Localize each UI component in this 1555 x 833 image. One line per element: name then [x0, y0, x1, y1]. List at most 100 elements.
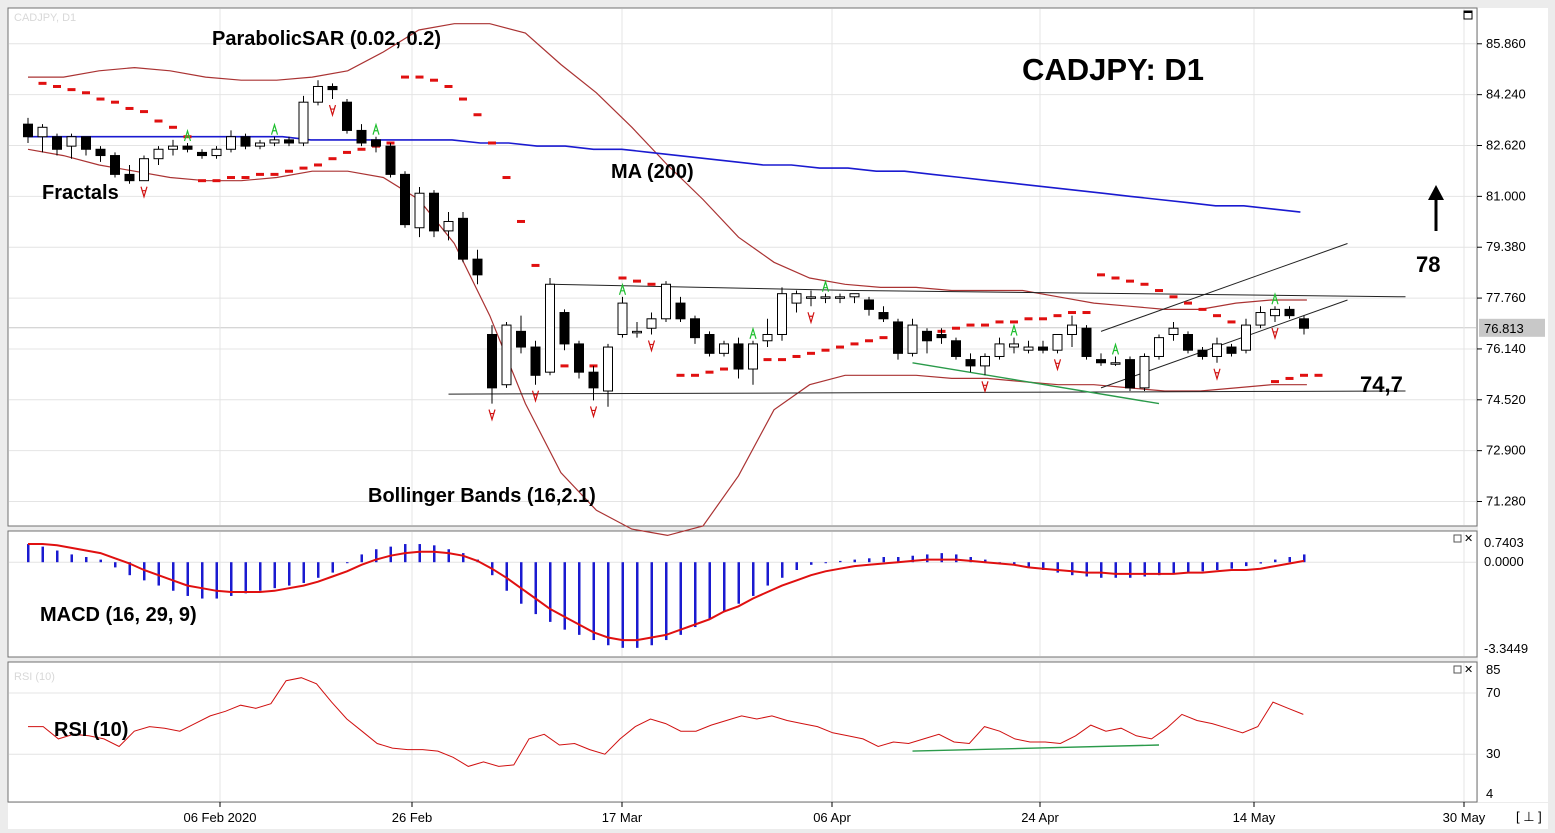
candle: [704, 331, 715, 357]
candle: [327, 83, 338, 100]
candle: [820, 293, 831, 304]
rsi-maximize-icon[interactable]: [1453, 665, 1462, 674]
candle-body: [1270, 308, 1280, 317]
fractal-down-marker: [488, 409, 496, 422]
price-tick-label: 85.860: [1486, 36, 1526, 51]
macd-tick-label: -3.3449: [1484, 641, 1528, 656]
candle: [342, 99, 352, 134]
candle: [951, 337, 961, 360]
fractal-up-marker: [618, 282, 627, 295]
macd-histogram-bar: [636, 562, 639, 648]
candle-body: [1168, 327, 1179, 335]
macd-histogram-bar: [795, 562, 798, 570]
fractal-up-marker: [1111, 342, 1120, 355]
candle: [472, 249, 483, 285]
candle-body: [530, 346, 541, 376]
candle: [371, 136, 381, 153]
candle-body: [849, 293, 860, 298]
candle-body: [1284, 308, 1295, 317]
candle-body: [52, 136, 62, 150]
candle-body: [1052, 333, 1063, 351]
macd-histogram-bar: [215, 562, 218, 599]
macd-histogram-bar: [505, 562, 508, 591]
fractals-label: Fractals: [42, 182, 119, 204]
macd-histogram-bar: [288, 562, 291, 586]
macd-histogram-bar: [824, 562, 827, 564]
time-axis-strip: [8, 803, 1548, 829]
macd-close-icon[interactable]: ✕: [1464, 533, 1473, 545]
candle: [1023, 340, 1034, 354]
price-panel-maximize-icon[interactable]: [1463, 10, 1473, 20]
candle-body: [472, 258, 483, 276]
candle: [1154, 334, 1164, 360]
candle: [95, 146, 106, 162]
candle-body: [1081, 327, 1092, 357]
candle-body: [559, 312, 570, 345]
candle: [748, 340, 758, 385]
candle-body: [936, 333, 947, 339]
macd-histogram-bar: [1274, 559, 1277, 563]
candle-body: [516, 330, 526, 348]
rsi-tick-label: 70: [1486, 685, 1500, 700]
candle: [922, 328, 932, 354]
rsi-close-icon[interactable]: ✕: [1464, 664, 1473, 676]
candle-body: [168, 145, 178, 150]
macd-maximize-icon[interactable]: [1453, 534, 1462, 543]
candle-body: [327, 85, 338, 91]
candle: [661, 281, 671, 322]
macd-histogram-bar: [868, 558, 871, 563]
candle: [1067, 315, 1077, 348]
macd-histogram-bar: [752, 562, 755, 596]
candle-body: [1299, 318, 1309, 329]
candle-body: [545, 283, 555, 373]
candle-body: [226, 136, 236, 150]
candle-body: [1038, 346, 1048, 351]
macd-histogram-bar: [520, 562, 523, 604]
macd-histogram-bar: [447, 549, 450, 563]
candle: [1009, 337, 1019, 354]
candle: [284, 136, 294, 147]
time-tick-label: 24 Apr: [1021, 810, 1059, 825]
rsi-panel: [7, 661, 1478, 803]
macd-histogram-bar: [578, 562, 581, 635]
time-tick-label: 06 Apr: [813, 810, 851, 825]
macd-histogram-bar: [302, 562, 305, 583]
candle: [1183, 331, 1193, 354]
candle-body: [414, 192, 425, 229]
candle-body: [603, 346, 613, 392]
fractal-down-marker: [531, 390, 540, 403]
candle-body: [1009, 343, 1019, 348]
candle: [1081, 325, 1092, 360]
candle: [153, 146, 164, 165]
macd-histogram-bar: [375, 549, 378, 563]
macd-histogram-bar: [897, 557, 900, 563]
macd-histogram-bar: [1085, 562, 1088, 577]
candle-body: [1241, 324, 1251, 351]
rsi-panel-controls: ✕: [1453, 664, 1473, 676]
price-tick-label: 76.140: [1486, 341, 1526, 356]
scroll-to-end-icon[interactable]: [ ⊥ ]: [1516, 809, 1542, 824]
candle-body: [284, 139, 294, 144]
candle-body: [893, 321, 903, 354]
candle: [1110, 356, 1121, 366]
candle-body: [298, 101, 309, 144]
fractal-down-marker: [589, 406, 598, 419]
macd-histogram-bar: [853, 559, 856, 563]
macd-histogram-bar: [331, 562, 334, 573]
candle-body: [487, 333, 497, 389]
candle: [646, 312, 657, 335]
macd-histogram-bar: [157, 562, 160, 586]
macd-histogram-bar: [969, 557, 972, 563]
candle-body: [1212, 343, 1222, 357]
chart-title: CADJPY: D1: [1022, 52, 1204, 87]
macd-histogram-bar: [592, 562, 595, 641]
candle: [835, 293, 845, 304]
candle-body: [878, 312, 889, 320]
price-tick-label: 84.240: [1486, 87, 1526, 102]
candle: [124, 164, 135, 184]
candle-body: [690, 318, 700, 339]
candle-body: [269, 139, 280, 144]
rsi-ghost-label: RSI (10): [14, 671, 55, 683]
candle: [588, 365, 599, 401]
